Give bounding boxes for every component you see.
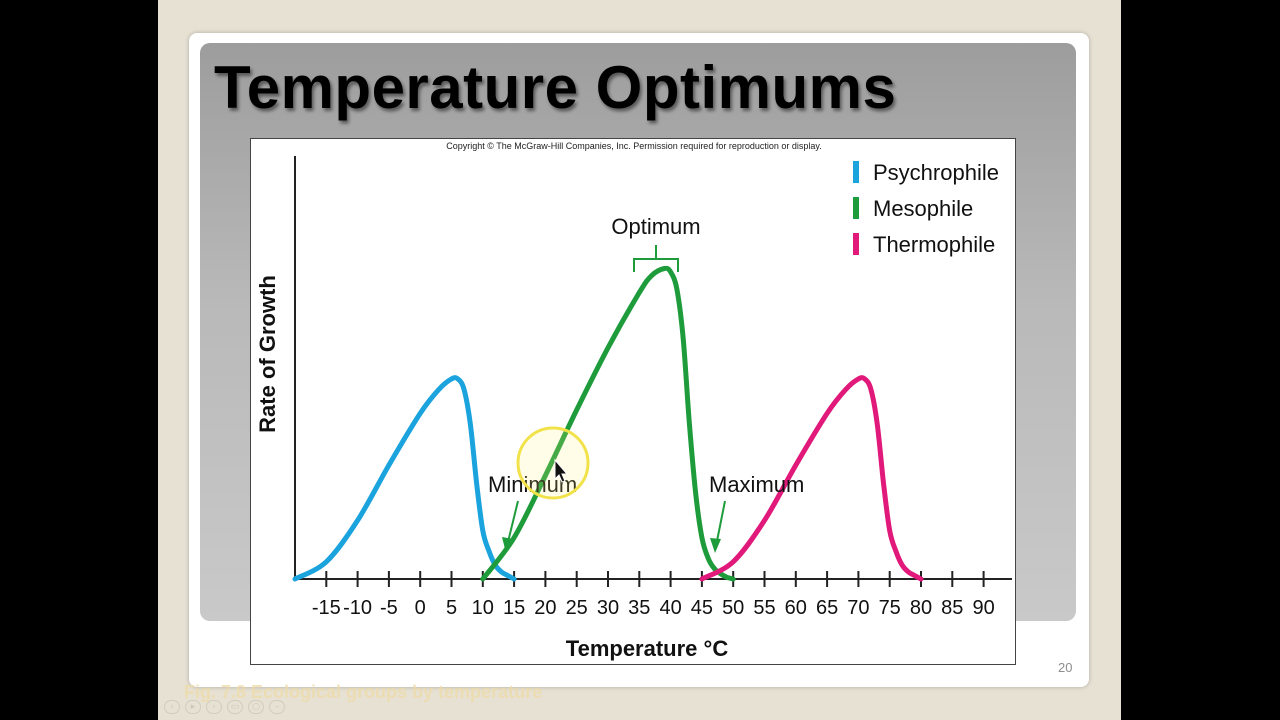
mouse-pointer-icon xyxy=(554,458,569,483)
legend-swatch-psychrophile xyxy=(853,161,859,183)
x-tick-label: 20 xyxy=(534,597,556,619)
y-axis-label: Rate of Growth xyxy=(255,275,280,433)
search-icon[interactable]: ○ xyxy=(248,700,264,714)
x-tick-label: -15 xyxy=(312,597,341,619)
more-icon[interactable]: – xyxy=(269,700,285,714)
x-axis-label: Temperature °C xyxy=(566,636,729,661)
legend-label-psychrophile: Psychrophile xyxy=(873,160,999,185)
x-tick-label: -10 xyxy=(343,597,372,619)
x-tick-label: 0 xyxy=(415,597,426,619)
figure-caption: Fig. 7.8 Ecological groups by temperatur… xyxy=(184,682,543,702)
x-tick-label: 85 xyxy=(941,597,963,619)
optimum-label: Optimum xyxy=(611,214,700,239)
copyright-notice: Copyright © The McGraw-Hill Companies, I… xyxy=(446,141,821,151)
x-tick-label: 15 xyxy=(503,597,525,619)
x-tick-label: 45 xyxy=(691,597,713,619)
x-tick-label: 60 xyxy=(785,597,807,619)
slide-number: 20 xyxy=(1058,660,1073,675)
player-controls: ‹ ▸ › ▭ ○ – xyxy=(164,700,285,714)
x-tick-label: 30 xyxy=(597,597,619,619)
x-tick-label: 80 xyxy=(910,597,932,619)
growth-curves xyxy=(292,265,924,582)
prev-icon[interactable]: ‹ xyxy=(164,700,180,714)
curve-mesophile xyxy=(480,265,736,582)
curve-thermophile xyxy=(699,375,924,582)
x-tick-label: 65 xyxy=(816,597,838,619)
x-tick-label: 40 xyxy=(659,597,681,619)
maximum-label: Maximum xyxy=(709,472,804,497)
legend-label-thermophile: Thermophile xyxy=(873,232,995,257)
play-icon[interactable]: ▸ xyxy=(185,700,201,714)
x-tick-label: 35 xyxy=(628,597,650,619)
x-tick-label: 75 xyxy=(879,597,901,619)
growth-rate-figure: Copyright © The McGraw-Hill Companies, I… xyxy=(250,138,1016,665)
x-tick-label: 70 xyxy=(847,597,869,619)
next-icon[interactable]: › xyxy=(206,700,222,714)
maximum-arrow xyxy=(715,500,726,547)
chart-legend: Psychrophile Mesophile Thermophile xyxy=(853,160,999,257)
slide-title: Temperature Optimums xyxy=(214,54,897,121)
temperature-growth-chart: Copyright © The McGraw-Hill Companies, I… xyxy=(255,141,1012,661)
x-tick-label: 10 xyxy=(472,597,494,619)
legend-swatch-mesophile xyxy=(853,197,859,219)
minimum-arrowhead xyxy=(502,537,513,553)
x-tick-label: -5 xyxy=(380,597,398,619)
copy-icon[interactable]: ▭ xyxy=(227,700,243,714)
slide-viewer: Temperature Optimums Copyright © The McG… xyxy=(158,0,1121,720)
x-tick-label: 90 xyxy=(972,597,994,619)
x-tick-label: 25 xyxy=(566,597,588,619)
x-tick-label: 50 xyxy=(722,597,744,619)
curve-psychrophile xyxy=(292,375,517,582)
x-tick-label: 55 xyxy=(753,597,775,619)
x-tick-label: 5 xyxy=(446,597,457,619)
legend-swatch-thermophile xyxy=(853,233,859,255)
x-axis-tick-labels: -15 -10 -5 0 5 10 15 20 25 30 35 40 45 50 55 60 65 70 75 80… xyxy=(312,597,995,619)
cursor-highlight-icon xyxy=(516,426,590,500)
legend-label-mesophile: Mesophile xyxy=(873,196,973,221)
maximum-arrowhead xyxy=(710,538,721,553)
